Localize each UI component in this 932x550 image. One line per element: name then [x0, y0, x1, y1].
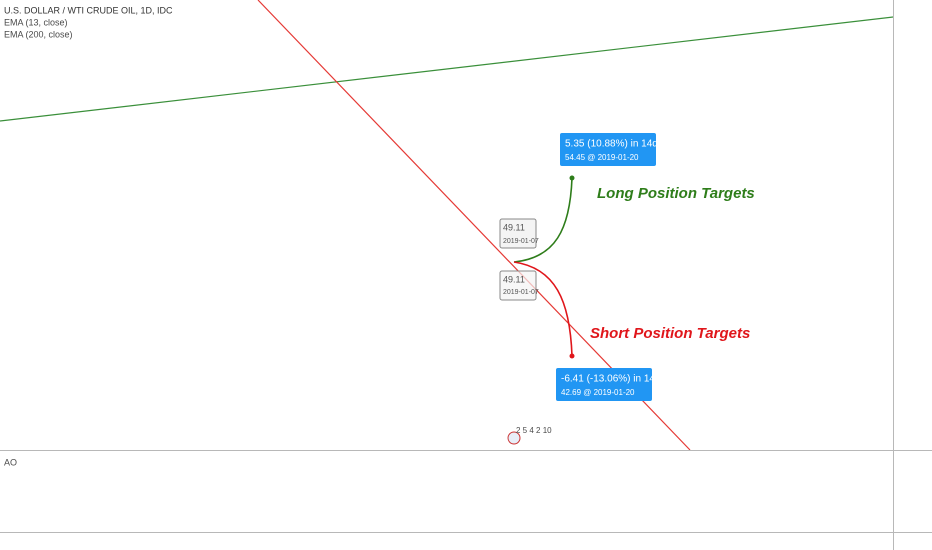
trend-line-green [0, 16, 894, 122]
long-target-box [560, 133, 656, 166]
callout-box [499, 270, 537, 301]
long-title: Long Position Targets [597, 185, 755, 202]
callout-box [499, 218, 537, 249]
long-target-dot [569, 175, 575, 181]
callout-date: 2019-01-07 [503, 238, 539, 245]
legend-entry: EMA (13, close) [4, 17, 68, 27]
chart-title: U.S. DOLLAR / WTI CRUDE OIL, 1D, IDC [4, 5, 173, 15]
ao-title: AO [4, 457, 17, 467]
long-arrow [513, 177, 573, 263]
short-target-price: 42.69 @ 2019-01-20 [561, 388, 635, 397]
long-target-change: 5.35 (10.88%) in 14d [565, 139, 658, 150]
short-title: Short Position Targets [590, 325, 750, 342]
callout-price: 49.11 [503, 222, 525, 232]
short-target-change: -6.41 (-13.06%) in 14d [561, 374, 661, 385]
callout-price: 49.11 [503, 274, 525, 284]
short-arrow [513, 261, 573, 357]
overlay: 49.11 2019-01-07 49.11 2019-01-07 5.35 (… [4, 5, 755, 467]
legend-entry: EMA (200, close) [4, 29, 73, 39]
events-icon [507, 431, 521, 445]
short-target-dot [569, 353, 575, 359]
events-label: 2 5 4 2 10 [516, 426, 552, 435]
callout-date: 2019-01-07 [503, 289, 539, 296]
short-target-box [556, 368, 652, 401]
long-target-price: 54.45 @ 2019-01-20 [565, 153, 639, 162]
